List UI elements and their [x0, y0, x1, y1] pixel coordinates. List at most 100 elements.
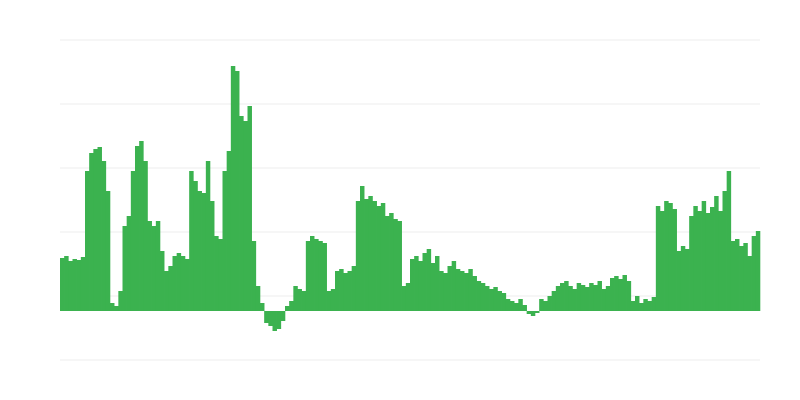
bar	[222, 171, 227, 311]
bar	[389, 213, 394, 311]
bar	[439, 271, 444, 311]
bar	[410, 259, 415, 311]
bar	[93, 149, 98, 311]
bar	[689, 216, 694, 311]
bar	[118, 291, 123, 311]
bar	[589, 283, 594, 311]
bar	[522, 305, 527, 311]
bar	[314, 239, 319, 311]
bar	[393, 219, 398, 311]
bar	[530, 311, 536, 316]
bar	[480, 283, 486, 311]
bar	[326, 291, 332, 311]
bar	[518, 299, 523, 311]
bar	[555, 286, 561, 311]
bar	[72, 259, 77, 311]
bar	[560, 283, 565, 311]
bar	[476, 281, 482, 311]
bar	[622, 275, 627, 311]
bar	[735, 239, 740, 311]
bar	[501, 293, 507, 311]
bar	[739, 246, 744, 311]
bar	[247, 106, 252, 311]
bar	[368, 196, 373, 311]
bar	[693, 206, 698, 311]
bar	[580, 285, 586, 311]
bar	[339, 269, 344, 311]
bar	[310, 236, 315, 311]
bar	[168, 266, 173, 311]
bar	[397, 221, 402, 311]
bar	[210, 201, 215, 311]
bar	[201, 193, 207, 311]
bar	[185, 259, 190, 311]
bar	[85, 171, 90, 311]
bar	[376, 206, 382, 311]
bar	[726, 171, 732, 311]
bar	[489, 289, 494, 311]
bar	[747, 256, 752, 311]
bar	[630, 301, 636, 311]
bar	[285, 306, 290, 311]
bar	[322, 243, 327, 311]
bar	[710, 207, 715, 311]
bar	[680, 246, 686, 311]
bar	[447, 266, 452, 311]
bar	[239, 116, 244, 311]
bar	[472, 276, 477, 311]
bar	[551, 291, 557, 311]
bar	[230, 66, 236, 311]
bar	[468, 269, 473, 311]
bar	[626, 281, 632, 311]
bar	[497, 291, 502, 311]
bar	[189, 171, 194, 311]
bar	[697, 211, 702, 311]
bar	[572, 289, 577, 311]
bar	[197, 191, 202, 311]
bar	[705, 213, 711, 311]
bar	[643, 299, 648, 311]
bar	[122, 226, 127, 311]
bar	[576, 283, 582, 311]
bar	[405, 283, 411, 311]
bar	[147, 221, 152, 311]
bar	[135, 146, 140, 311]
bar	[635, 296, 640, 311]
bar	[335, 271, 340, 311]
bar	[360, 186, 365, 311]
bar	[347, 271, 352, 311]
bar	[214, 236, 219, 311]
bar	[280, 311, 286, 321]
bar	[485, 286, 490, 311]
bar	[543, 301, 548, 311]
bar	[68, 261, 73, 311]
bar	[585, 287, 590, 311]
bar	[89, 153, 94, 311]
bar	[289, 301, 294, 311]
bar	[218, 239, 223, 311]
bar	[180, 256, 186, 311]
bar	[493, 287, 498, 311]
bar	[343, 273, 348, 311]
bar	[193, 181, 198, 311]
bar	[205, 161, 211, 311]
bar	[460, 271, 465, 311]
bar	[164, 271, 169, 311]
bar	[139, 141, 144, 311]
bar	[610, 278, 615, 311]
bar	[151, 226, 157, 311]
bar	[743, 243, 748, 311]
bar	[601, 289, 607, 311]
bar	[435, 256, 440, 311]
bar	[514, 303, 519, 311]
bar	[297, 289, 302, 311]
bar	[564, 281, 569, 311]
bar	[464, 273, 469, 311]
bar	[276, 311, 282, 329]
bar	[172, 256, 177, 311]
bar	[664, 201, 669, 311]
bar	[105, 191, 111, 311]
bar	[255, 286, 261, 311]
